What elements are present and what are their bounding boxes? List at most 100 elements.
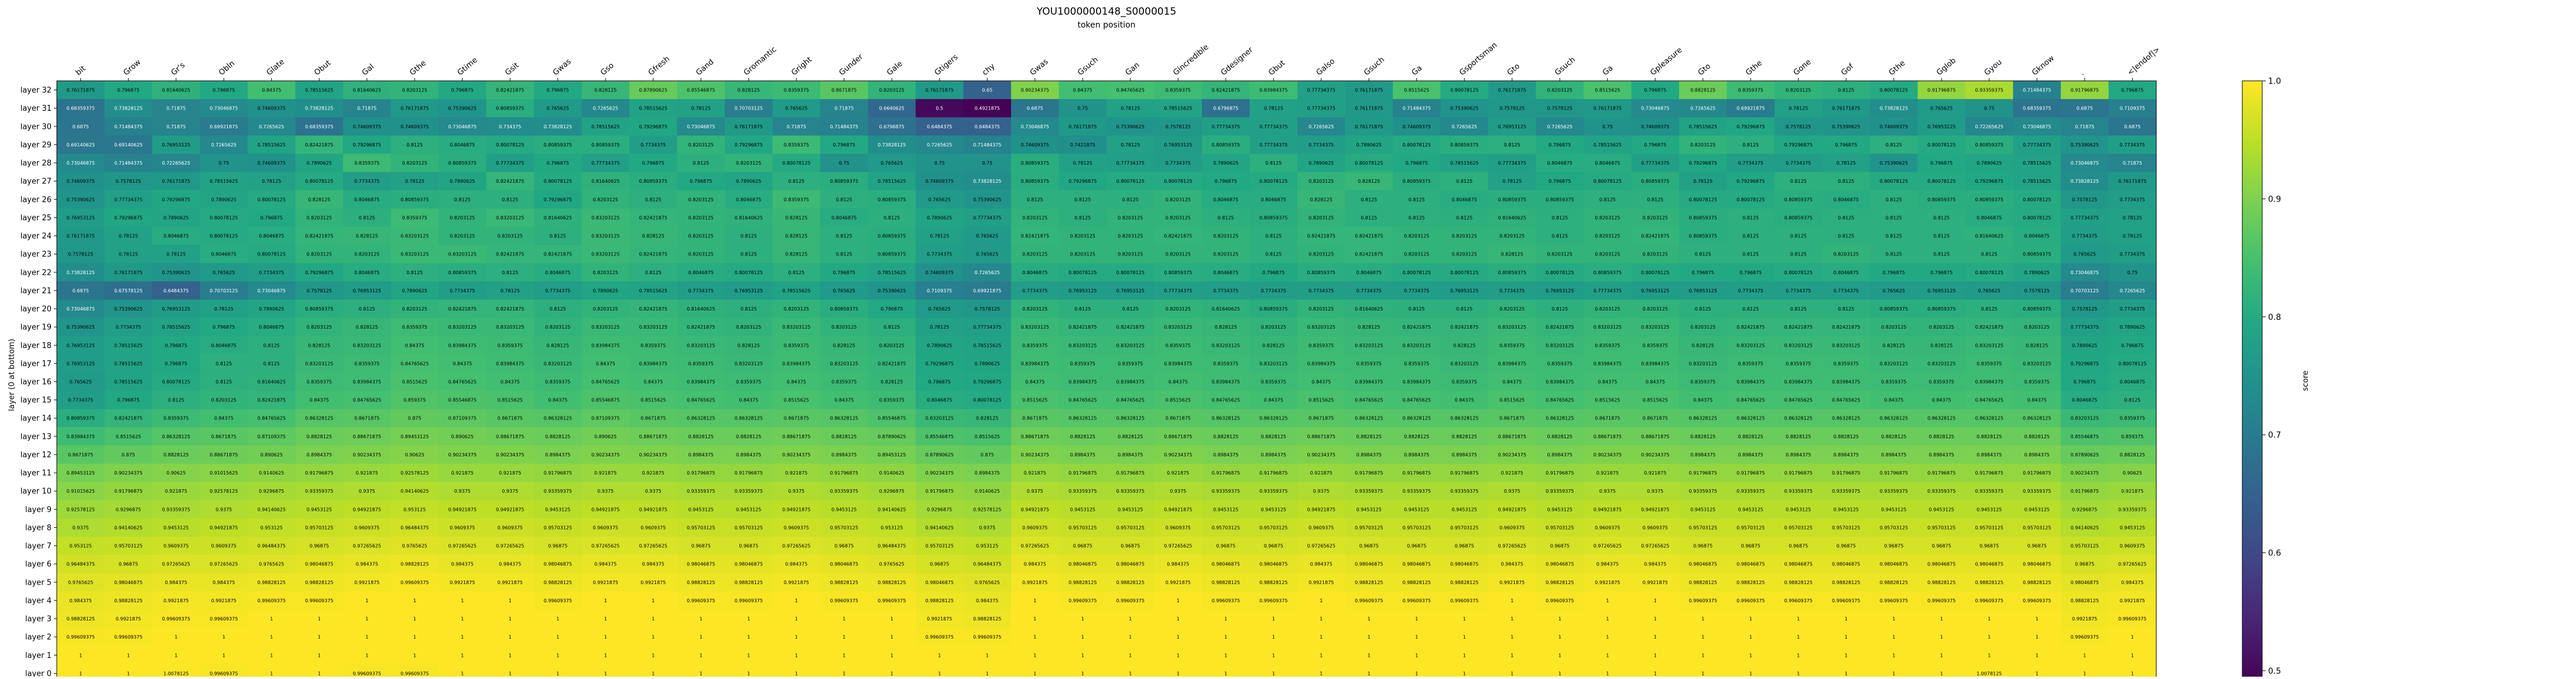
cell-value-label: 0.8125: [836, 252, 852, 257]
heatmap-cell: [1059, 281, 1107, 301]
heatmap-cell: [1822, 226, 1871, 245]
cell-value-label: 0.953125: [70, 544, 92, 549]
cell-value-label: 0.96875: [739, 544, 758, 549]
cell-value-label: 0.96875: [1979, 544, 1999, 549]
heatmap-cell: [1202, 81, 1251, 100]
cell-value-label: 0.76953125: [1546, 288, 1574, 294]
heatmap-cell: [1775, 318, 1823, 337]
cell-value-label: 0.8515625: [1022, 398, 1047, 403]
heatmap-cell: [963, 172, 1012, 191]
cell-value-label: 0.8984375: [1547, 452, 1573, 458]
cell-value-label: 1: [222, 634, 225, 640]
heatmap-cell: [1631, 318, 1680, 337]
x-tick-label: Gtigers: [933, 53, 960, 77]
cell-value-label: 0.96484375: [67, 562, 95, 567]
heatmap-cell: [1059, 245, 1107, 264]
cell-value-label: 0.80078125: [1689, 197, 1717, 202]
heatmap-cell: [725, 299, 773, 319]
heatmap-cell: [486, 172, 535, 191]
cell-value-label: 0.8671875: [1643, 416, 1668, 421]
cell-value-label: 0.93359375: [2023, 489, 2051, 494]
heatmap-cell: [677, 117, 725, 136]
cell-value-label: 1: [2083, 671, 2086, 676]
cell-value-label: 0.88671875: [639, 434, 667, 439]
cell-value-label: 0.91796875: [2071, 489, 2099, 494]
cell-value-label: 0.82421875: [639, 215, 667, 220]
cell-value-label: 1: [1129, 671, 1132, 676]
cell-value-label: 0.8203125: [402, 161, 427, 166]
heatmap-cell: [1393, 208, 1441, 227]
heatmap-cell: [104, 263, 153, 282]
cell-value-label: 0.91796875: [1212, 470, 1240, 476]
cell-value-label: 0.99609375: [1927, 598, 1955, 603]
cell-value-label: 0.84375: [596, 361, 615, 366]
heatmap-cell: [152, 299, 201, 319]
cell-value-label: 0.90234375: [782, 452, 810, 458]
heatmap-cell: [677, 81, 725, 100]
heatmap-cell: [1154, 336, 1203, 355]
cell-value-label: 0.86328125: [305, 416, 333, 421]
heatmap-cell: [1727, 190, 1775, 209]
cell-value-label: 0.82421875: [1975, 325, 2003, 330]
cell-value-label: 0.74609375: [353, 124, 381, 129]
cell-value-label: 1: [890, 653, 893, 658]
cell-value-label: 0.8046875: [211, 343, 237, 348]
heatmap-cell: [343, 153, 392, 173]
cell-value-label: 0.83984375: [1068, 380, 1097, 385]
cell-value-label: 1: [174, 634, 177, 640]
x-tick-label: Gfresh: [647, 54, 672, 77]
cell-value-label: 0.7734375: [259, 270, 284, 275]
heatmap-cell: [1154, 299, 1203, 319]
cell-value-label: 0.76953125: [1068, 288, 1097, 294]
cell-value-label: 0.75: [1602, 124, 1613, 129]
cell-value-label: 0.9375: [979, 525, 995, 530]
cell-value-label: 0.8984375: [1786, 452, 1811, 458]
cell-value-label: 0.86328125: [735, 416, 763, 421]
heatmap-cell: [677, 263, 725, 282]
x-tick-labels: bit Grow Gr's Obln Glate Obut Gal Gthe Gtime Gsit…: [74, 41, 2162, 81]
cell-value-label: 0.80859375: [639, 179, 667, 184]
cell-value-label: 1: [1033, 616, 1036, 622]
cell-value-label: 1: [747, 634, 750, 640]
cell-value-label: 0.80859375: [496, 106, 524, 111]
cell-value-label: 1: [556, 634, 559, 640]
cell-value-label: 0.8203125: [1881, 325, 1906, 330]
cell-value-label: 1: [604, 671, 607, 676]
heatmap-cell: [1107, 281, 1155, 301]
heatmap-cell: [1107, 81, 1155, 100]
cell-value-label: 0.80078125: [210, 234, 238, 239]
heatmap-cell: [677, 318, 725, 337]
cell-value-label: 0.84765625: [1546, 398, 1574, 403]
cell-value-label: 1: [461, 653, 464, 658]
heatmap-cell: [439, 81, 487, 100]
cell-value-label: 0.7734375: [1261, 288, 1286, 294]
cell-value-label: 0.8046875: [1452, 197, 1477, 202]
cell-value-label: 0.76953125: [162, 306, 190, 312]
heatmap-cell: [677, 336, 725, 355]
heatmap-cell: [1917, 153, 1966, 173]
cell-value-label: 0.87890625: [926, 452, 954, 458]
cell-value-label: 0.8203125: [1166, 215, 1191, 220]
y-tick-label: layer 10: [20, 487, 52, 496]
cell-value-label: 0.94921875: [1498, 507, 1526, 512]
heatmap-cell: [439, 190, 487, 209]
cell-value-label: 0.8984375: [1834, 452, 1859, 458]
heatmap-cell: [1440, 172, 1489, 191]
cell-value-label: 0.9453125: [1404, 507, 1429, 512]
x-tick-label: Gale: [885, 60, 904, 78]
cell-value-label: 0.80859375: [591, 142, 619, 148]
cell-value-label: 0.96484375: [973, 562, 1001, 567]
cell-value-label: 0.73828125: [1880, 106, 1908, 111]
cell-value-label: 0.8828125: [1976, 434, 2002, 439]
cell-value-label: 0.80078125: [1450, 88, 1478, 93]
cell-value-label: 0.75: [2127, 270, 2137, 275]
cell-value-label: 0.98828125: [2071, 598, 2099, 603]
cell-value-label: 0.8359375: [354, 161, 379, 166]
heatmap-cell: [534, 153, 583, 173]
heatmap-cell: [916, 336, 964, 355]
cell-value-label: 0.95703125: [1927, 525, 1955, 530]
cell-value-label: 0.8203125: [1118, 234, 1143, 239]
cell-value-label: 0.9453125: [1452, 507, 1477, 512]
cell-value-label: 0.9375: [1599, 489, 1616, 494]
cell-value-label: 0.9921875: [593, 580, 618, 585]
